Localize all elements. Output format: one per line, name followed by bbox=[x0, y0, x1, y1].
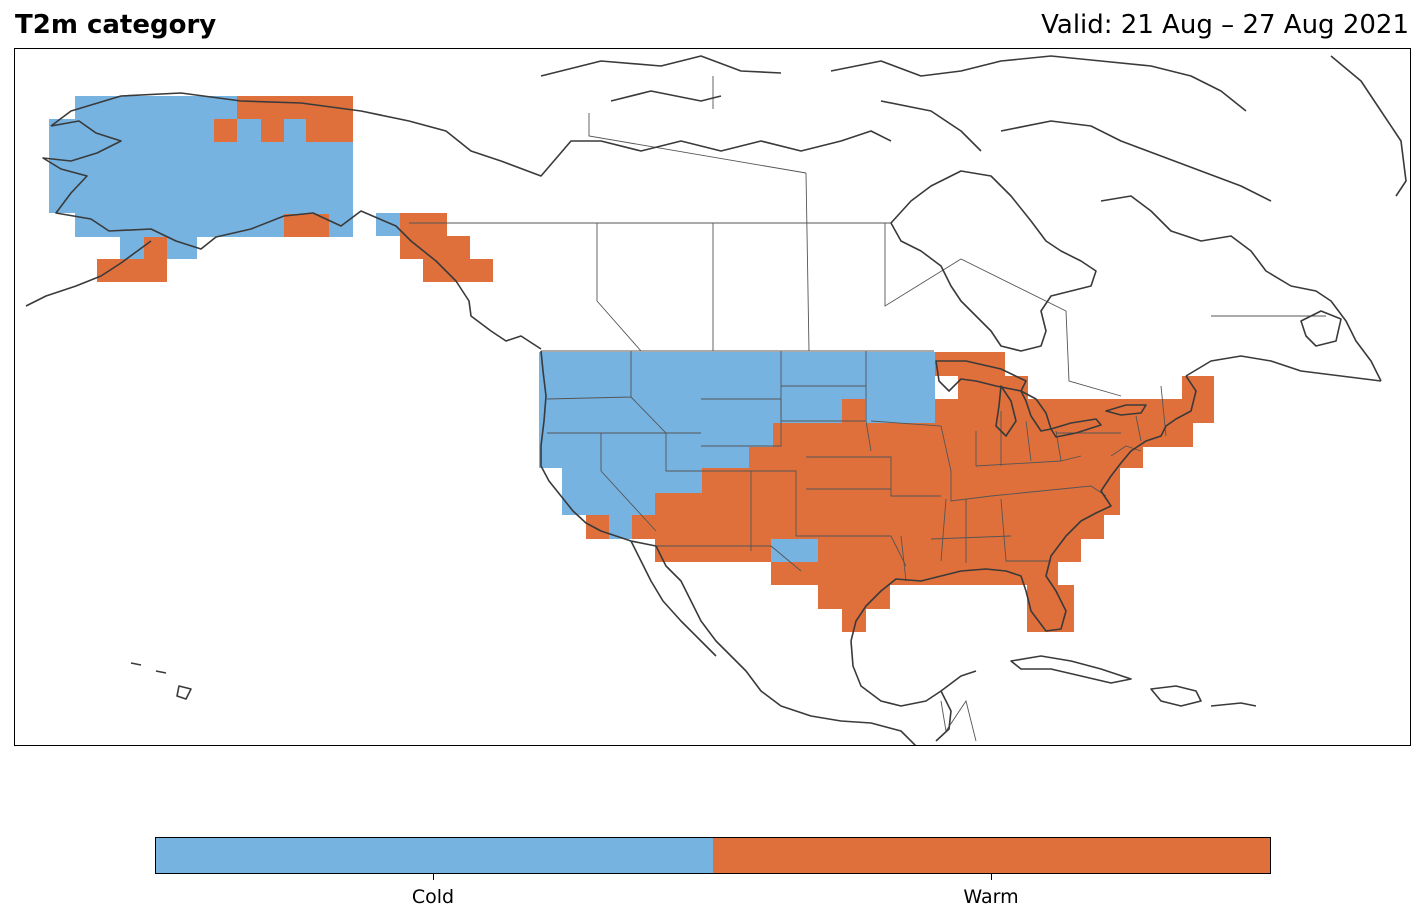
valid-date-range: Valid: 21 Aug – 27 Aug 2021 bbox=[1041, 10, 1409, 40]
category-map bbox=[25, 55, 1407, 745]
map-title: T2m category bbox=[15, 10, 217, 40]
coastlines bbox=[25, 55, 1407, 745]
colorbar-cold-segment bbox=[156, 838, 713, 873]
colorbar bbox=[155, 837, 1271, 874]
colorbar-tick-cold bbox=[433, 874, 434, 880]
colorbar-warm-segment bbox=[713, 838, 1270, 873]
colorbar-tick-warm bbox=[991, 874, 992, 880]
legend-label-warm: Warm bbox=[963, 886, 1019, 908]
cold-category-cells bbox=[49, 96, 935, 562]
legend-label-cold: Cold bbox=[411, 886, 455, 908]
state-province-boundaries bbox=[409, 76, 1326, 742]
map-panel bbox=[14, 48, 1411, 746]
